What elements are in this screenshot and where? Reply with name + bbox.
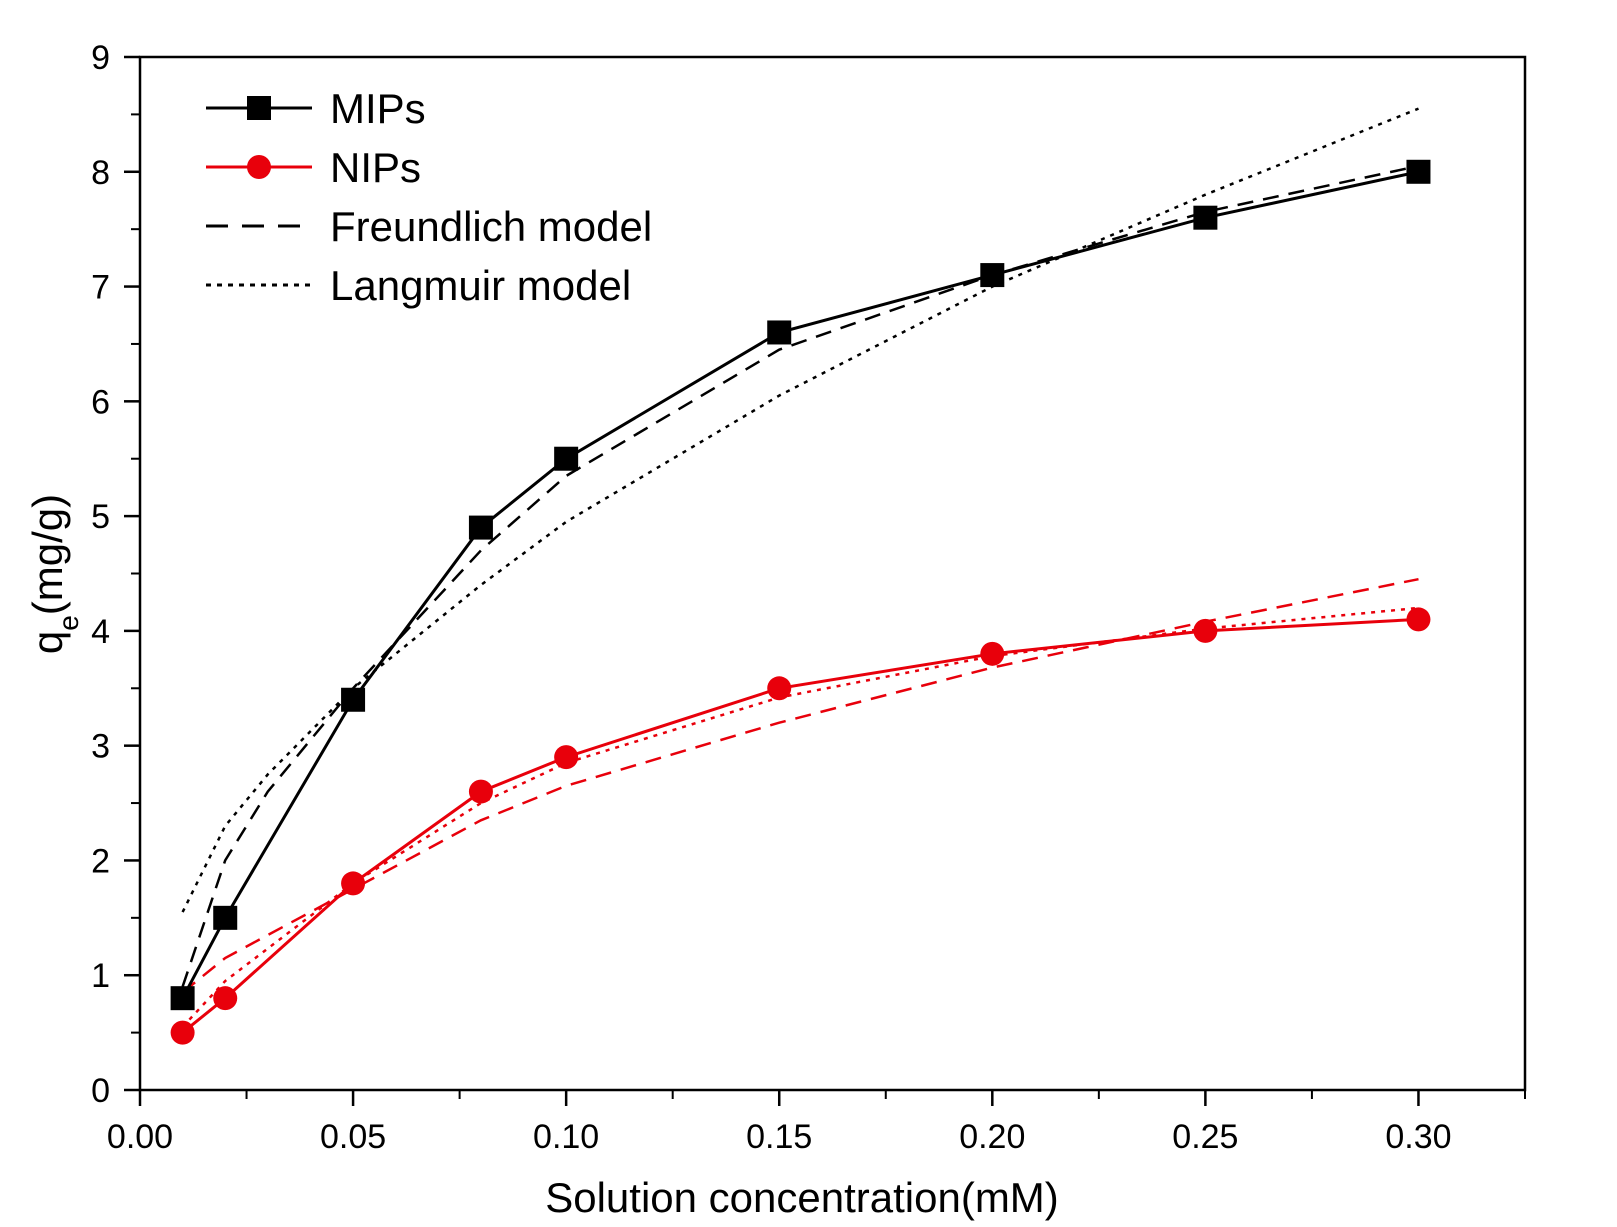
y-tick-label: 3 — [91, 728, 110, 766]
legend-label: Freundlich model — [330, 203, 652, 250]
data-point-nips — [213, 986, 238, 1011]
data-point-mips — [980, 263, 1005, 288]
x-tick-label: 0.30 — [1385, 1118, 1451, 1156]
data-point-mips — [767, 320, 792, 345]
y-tick-label: 4 — [91, 613, 110, 651]
data-point-nips — [767, 676, 792, 701]
data-point-nips — [554, 745, 579, 770]
series-line-mips-freundlich-fit — [181, 164, 1419, 988]
y-tick-label: 7 — [91, 269, 110, 307]
y-tick-label: 2 — [91, 842, 110, 880]
data-point-nips — [468, 779, 493, 804]
legend-item: MIPs — [206, 85, 426, 132]
x-axis-label: Solution concentration(mM) — [545, 1174, 1059, 1221]
y-axis-label-subscript: e — [53, 615, 84, 631]
x-tick-label: 0.15 — [746, 1118, 812, 1156]
x-tick-label: 0.25 — [1172, 1118, 1238, 1156]
data-point-mips — [1406, 159, 1431, 184]
data-point-nips — [170, 1020, 195, 1045]
legend-marker — [247, 96, 271, 120]
series-line-nips-freundlich-fit — [181, 577, 1419, 994]
y-tick-label: 6 — [91, 383, 110, 421]
legend-label: MIPs — [330, 85, 426, 132]
data-point-mips — [554, 446, 579, 471]
data-point-nips — [1406, 607, 1431, 632]
data-point-nips — [341, 871, 366, 896]
legend-label: Langmuir model — [330, 262, 631, 309]
legend-item: NIPs — [206, 144, 421, 191]
legend-item: Langmuir model — [206, 262, 631, 309]
legend-item: Freundlich model — [206, 203, 652, 250]
y-tick-label: 8 — [91, 154, 110, 192]
series-line-mips-langmuir-fit — [181, 107, 1419, 913]
data-point-nips — [980, 641, 1005, 666]
legend-label: NIPs — [330, 144, 421, 191]
x-tick-label: 0.00 — [107, 1118, 173, 1156]
y-axis-label: qe(mg/g) — [24, 494, 84, 654]
x-tick-label: 0.05 — [320, 1118, 386, 1156]
y-axis-label-units: (mg/g) — [24, 494, 71, 615]
data-point-mips — [341, 687, 366, 712]
y-axis-label-main: q — [24, 631, 71, 654]
data-point-mips — [1193, 205, 1218, 230]
legend-marker — [247, 155, 271, 179]
y-tick-label: 0 — [91, 1072, 110, 1110]
data-point-mips — [170, 986, 195, 1011]
data-point-mips — [468, 515, 493, 540]
x-tick-label: 0.10 — [533, 1118, 599, 1156]
y-tick-label: 1 — [91, 957, 110, 995]
data-point-nips — [1193, 618, 1218, 643]
y-tick-label: 9 — [91, 39, 110, 77]
x-tick-label: 0.20 — [959, 1118, 1025, 1156]
y-tick-label: 5 — [91, 498, 110, 536]
data-point-mips — [213, 905, 238, 930]
